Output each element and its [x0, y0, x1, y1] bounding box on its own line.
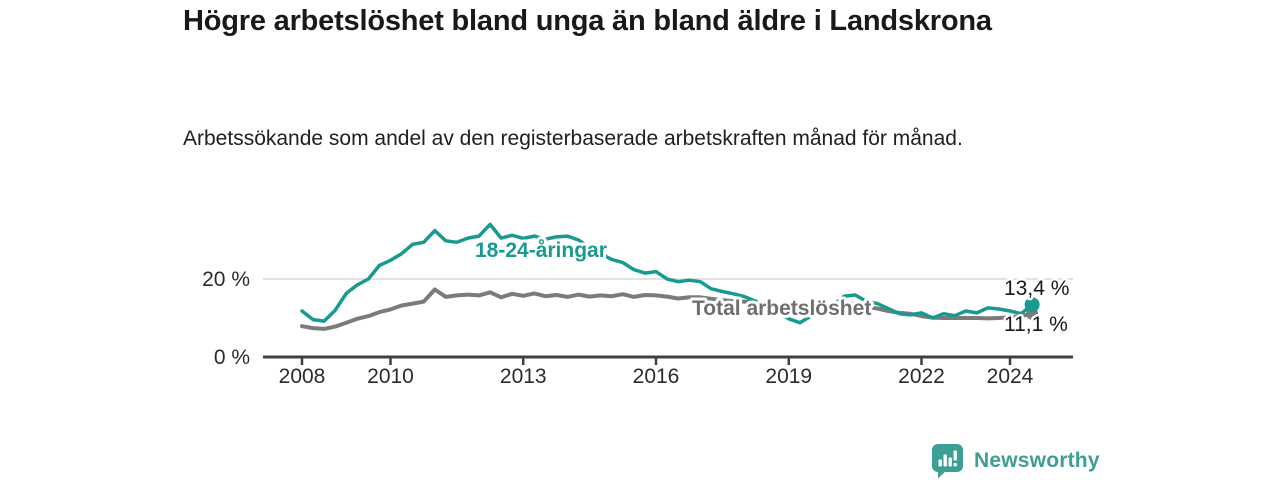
- total-series-label: Total arbetslöshet: [692, 297, 871, 320]
- x-tick-label: 2008: [279, 365, 326, 388]
- x-tick-label: 2022: [898, 365, 945, 388]
- total-line: [300, 287, 1035, 331]
- series-inline-labels: 18-24-åringar Total arbetslöshet: [472, 236, 874, 323]
- end-dots: [1024, 297, 1040, 320]
- x-tick-label: 2010: [367, 365, 414, 388]
- axis-tick-labels: 20 % 0 % 2008 2010 2013 2016 2019 2022 2024: [202, 268, 1034, 388]
- x-axis: [263, 355, 1073, 365]
- y-tick-label-0: 0 %: [214, 346, 250, 369]
- x-tick-label: 2013: [500, 365, 547, 388]
- youth-end-dot: [1024, 297, 1040, 313]
- x-tick-label: 2024: [987, 365, 1034, 388]
- total-end-value: 11,1 %: [1004, 313, 1068, 336]
- youth-series-label: 18-24-åringar: [475, 239, 607, 262]
- newsworthy-branding: Newsworthy: [931, 443, 1100, 479]
- youth-end-value: 13,4 %: [1004, 277, 1069, 300]
- series-lines: [300, 222, 1035, 331]
- x-tick-label: 2016: [633, 365, 680, 388]
- newsworthy-wordmark: Newsworthy: [974, 449, 1100, 472]
- end-value-labels: 13,4 % 11,1 %: [1002, 275, 1072, 339]
- youth-line: [300, 222, 1034, 325]
- newsworthy-logo-icon: [932, 444, 963, 479]
- page-title: Högre arbetslöshet bland unga än bland ä…: [183, 5, 992, 37]
- y-tick-label-20: 20 %: [202, 268, 250, 291]
- x-tick-label: 2019: [765, 365, 812, 388]
- chart-subtitle: Arbetssökande som andel av den registerb…: [183, 127, 963, 150]
